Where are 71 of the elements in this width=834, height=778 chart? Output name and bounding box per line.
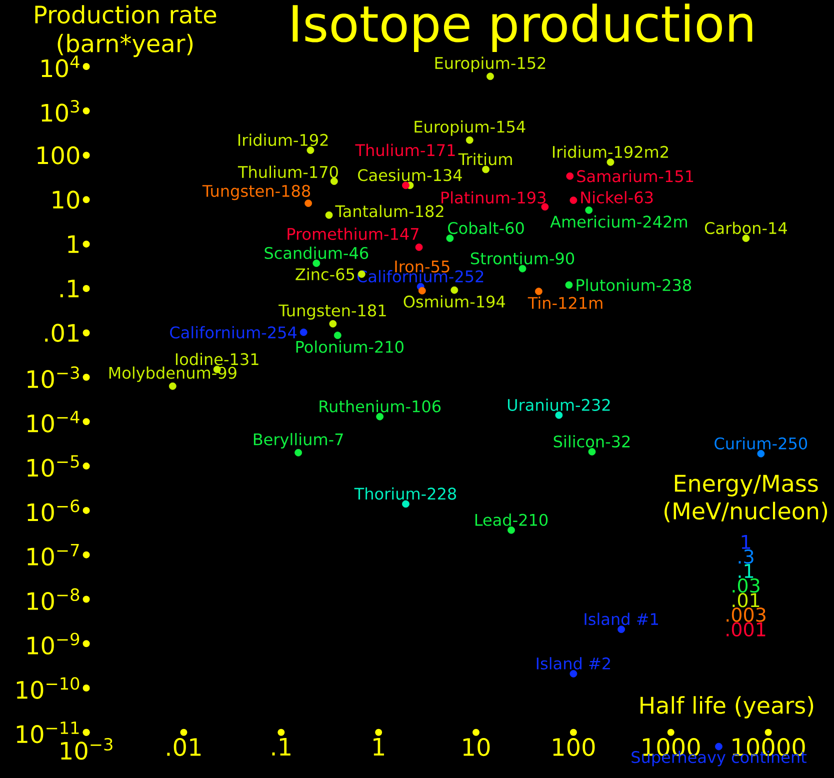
y-tick-label: 10$^{−11}$ <box>16 722 79 744</box>
y-tick-label: 10$^{−10}$ <box>16 677 80 699</box>
annotation: Thorium-228 <box>354 487 456 500</box>
annotation: Californium-254 <box>170 326 297 338</box>
annotation: Cobalt-60 <box>448 222 524 234</box>
y-tick-label: 10$^{−4}$ <box>28 410 80 432</box>
annotation: Strontium-90 <box>470 252 574 264</box>
y-tick-label: 100 <box>38 146 80 164</box>
text: 1 <box>742 535 750 549</box>
annotation: Californium-252 <box>357 270 484 282</box>
annotation: Curium-250 <box>714 437 808 450</box>
annotation: Tritium <box>458 152 512 166</box>
x-tick-label: .01 <box>167 738 201 756</box>
y-tick-label: 10$^{−7}$ <box>28 544 79 566</box>
annotation: Americium-242m <box>550 215 687 228</box>
annotation: Carbon-14 <box>704 222 787 234</box>
y-tick-label: 1 <box>68 235 79 253</box>
annotation: Europium-152 <box>435 56 546 72</box>
annotation: Nickel-63 <box>581 191 653 204</box>
annotation: Silicon-32 <box>554 435 630 448</box>
text: .01 <box>732 592 760 608</box>
annotation: Iron-55 <box>395 260 450 273</box>
annotation: Island #1 <box>584 612 658 626</box>
x-tick-label: 10 <box>463 738 490 756</box>
annotation: Lead-210 <box>475 514 548 526</box>
y-tick-label: .1 <box>60 280 79 298</box>
annotation: Polonium-210 <box>296 340 404 353</box>
annotation: Tungsten-181 <box>278 304 386 320</box>
annotation: Tungsten-188 <box>202 184 310 200</box>
x-tick-label: 1 <box>374 738 384 756</box>
text: .003 <box>726 608 766 622</box>
annotation: Thulium-171 <box>355 144 455 156</box>
y-tick-label: .01 <box>45 324 79 342</box>
x-tick-label: 100 <box>553 738 595 756</box>
annotation: Zinc-65 <box>296 268 354 280</box>
x-tick-label: .1 <box>272 738 290 756</box>
y-tick-label: 10$^{−8}$ <box>28 588 80 610</box>
y-tick-label: 10$^{−5}$ <box>28 455 79 477</box>
legend-title: Energy/Mass (MeV/nucleon) <box>664 474 828 522</box>
y-tick-label: 10$^{−3}$ <box>28 366 79 388</box>
chart-title: Isotope production <box>292 4 752 52</box>
annotation: Promethium-147 <box>288 228 418 240</box>
y-axis-title: Production rate (barn*year) <box>35 5 216 58</box>
annotation: Osmium-194 <box>404 295 505 308</box>
annotation: Samarium-151 <box>577 170 694 182</box>
annotation: Island #2 <box>536 657 610 670</box>
y-tick-label: 10$^{−9}$ <box>28 632 80 655</box>
annotation: Tantalum-182 <box>335 204 444 218</box>
text: .03 <box>732 578 760 593</box>
x-axis-title: Half life (years) <box>640 696 814 718</box>
text: .001 <box>726 622 766 637</box>
y-tick-label: 10$^{3}$ <box>42 100 79 122</box>
annotation: Thulium-170 <box>238 166 338 178</box>
y-tick-label: 10$^{4}$ <box>42 56 80 78</box>
annotation: Plutonium-238 <box>576 278 692 292</box>
y-tick-label: 10 <box>52 190 80 209</box>
text: .1 <box>738 564 754 578</box>
annotation: Beryllium-7 <box>254 433 343 448</box>
annotation: Molybdenum-99 <box>109 366 236 382</box>
y-tick-label: 10$^{−6}$ <box>28 500 80 522</box>
annotation: Iodine-131 <box>176 352 258 366</box>
annotation: Iridium-192m2 <box>552 146 668 158</box>
annotation: Europium-154 <box>414 120 526 136</box>
annotation: Iridium-192 <box>238 134 328 146</box>
text: .3 <box>738 549 754 564</box>
annotation: Ruthenium-106 <box>320 400 441 412</box>
annotation: Uranium-232 <box>508 398 610 411</box>
annotation: Tin-121m <box>528 296 602 309</box>
annotation: Caesium-134 <box>358 168 462 182</box>
annotation: Scandium-46 <box>264 246 368 260</box>
annotation: Platinum-193 <box>442 191 546 204</box>
